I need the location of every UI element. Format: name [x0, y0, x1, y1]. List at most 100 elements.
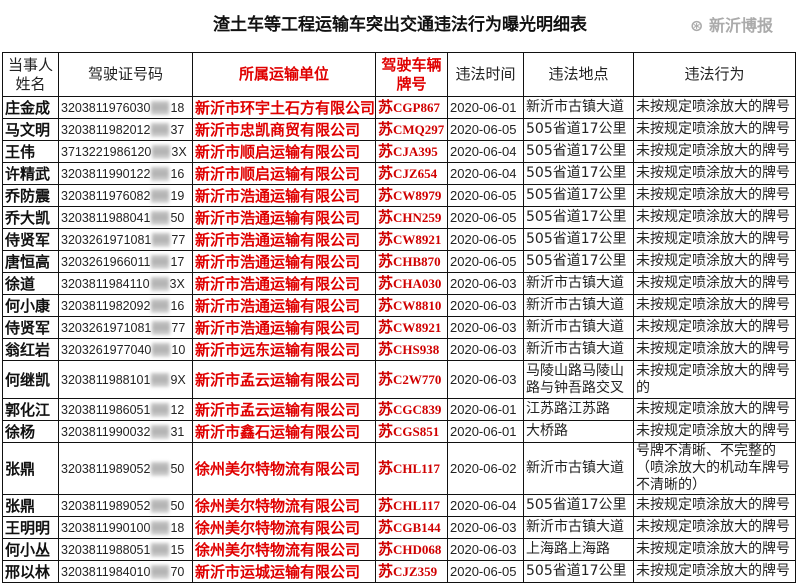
license-prefix: 3203261971081 [61, 232, 152, 247]
license-number: 3203811989052 50 [58, 494, 193, 517]
plate-code: CJA395 [393, 144, 438, 159]
violation-act: 未按规定喷涂放大的牌号 [633, 228, 796, 251]
license-suffix: 18 [170, 100, 185, 115]
violation-place: 新沂市古镇大道 [523, 272, 634, 295]
plate-number: 苏CHN259 [375, 206, 448, 229]
violation-place: 505省道17公里 [523, 118, 634, 141]
plate-number: 苏CGP867 [375, 96, 448, 119]
license-prefix: 3203811984010 [61, 564, 151, 579]
license-suffix: 31 [170, 424, 185, 439]
license-number: 3203261971081 77 [58, 316, 193, 339]
plate-code: CHN259 [393, 210, 442, 225]
license-number: 3203811988051 15 [58, 538, 193, 561]
license-suffix: 16 [170, 166, 185, 181]
violation-date: 2020-06-01 [447, 420, 524, 443]
table-row: 马文明 3203811982012 37 新沂市忠凯商贸有限公司 苏CMQ297 2020… [2, 118, 796, 141]
transport-unit: 徐州美尔特物流有限公司 [192, 538, 376, 561]
plate-code: CGB144 [393, 520, 441, 535]
license-prefix: 3203261966011 [61, 254, 151, 269]
table-row: 徐道 3203811984110 3X 新沂市浩通运输有限公司 苏CHA030 2020-… [2, 272, 796, 295]
license-suffix: 77 [171, 320, 186, 335]
person-name: 何小丛 [2, 538, 59, 561]
license-suffix: 16 [170, 298, 185, 313]
table-row: 何小丛 3203811988051 15 徐州美尔特物流有限公司 苏CHD068 2020… [2, 538, 796, 561]
violation-date: 2020-06-03 [447, 360, 524, 399]
plate-code: CW8810 [393, 298, 442, 313]
license-prefix: 3203811982092 [61, 298, 151, 313]
transport-unit: 新沂市浩通运输有限公司 [192, 228, 376, 251]
plate-province: 苏 [378, 142, 394, 160]
table-row: 郭化江 3203811986051 12 新沂市孟云运输有限公司 苏CGC839 2020… [2, 398, 796, 421]
transport-unit: 徐州美尔特物流有限公司 [192, 494, 376, 517]
table-row: 庄金成 3203811976030 18 新沂市环宇土石方有限公司 苏CGP867 202… [2, 96, 796, 119]
license-prefix: 3203811984110 [61, 276, 150, 291]
violation-date: 2020-06-04 [447, 494, 524, 517]
transport-unit: 徐州美尔特物流有限公司 [192, 516, 376, 539]
table-row: 唐恒高 3203261966011 17 新沂市浩通运输有限公司 苏CHB870 2020… [2, 250, 796, 273]
plate-province: 苏 [378, 296, 394, 314]
plate-number: 苏CW8921 [375, 316, 448, 339]
license-prefix: 3203261971081 [61, 320, 152, 335]
license-number: 3203811988041 50 [58, 206, 193, 229]
person-name: 徐道 [2, 272, 59, 295]
license-prefix: 3203811989052 [61, 498, 151, 513]
person-name: 翁红岩 [2, 338, 59, 361]
redacted-blur [151, 565, 170, 580]
license-suffix: 77 [171, 232, 186, 247]
transport-unit: 徐州美尔特物流有限公司 [192, 442, 376, 495]
plate-number: 苏CHL117 [375, 442, 448, 495]
plate-number: 苏CGC839 [375, 398, 448, 421]
transport-unit: 新沂市孟云运输有限公司 [192, 398, 376, 421]
redacted-blur [151, 462, 170, 477]
violation-place: 505省道17公里 [523, 162, 634, 185]
person-name: 侍贤军 [2, 316, 59, 339]
violation-place: 505省道17公里 [523, 250, 634, 273]
license-suffix: 37 [170, 122, 185, 137]
transport-unit: 新沂市浩通运输有限公司 [192, 206, 376, 229]
violation-place: 马陵山路马陵山路与钟吾路交叉 [523, 360, 634, 399]
violation-act: 未按规定喷涂放大的牌号 [633, 140, 796, 163]
license-number: 3203261966011 17 [58, 250, 193, 273]
license-suffix: 15 [170, 542, 185, 557]
transport-unit: 新沂市孟云运输有限公司 [192, 360, 376, 399]
redacted-blur [150, 277, 169, 292]
plate-number: 苏CJA395 [375, 140, 448, 163]
table-row: 王伟 3713221986120 3X 新沂市顺启运输有限公司 苏CJA395 2020-… [2, 140, 796, 163]
plate-province: 苏 [378, 370, 394, 388]
person-name: 乔防震 [2, 184, 59, 207]
license-number: 3713221986120 3X [58, 140, 193, 163]
violation-act: 未按规定喷涂放大的牌号 [633, 494, 796, 517]
table-row: 张鼎 3203811989052 50 徐州美尔特物流有限公司 苏CHL117 2020-… [2, 494, 796, 517]
violation-place: 505省道17公里 [523, 228, 634, 251]
transport-unit: 新沂市鑫石运输有限公司 [192, 420, 376, 443]
license-number: 3203811986051 12 [58, 398, 193, 421]
transport-unit: 新沂市运城运输有限公司 [192, 560, 376, 583]
plate-number: 苏CJZ654 [375, 162, 448, 185]
violation-date: 2020-06-03 [447, 516, 524, 539]
license-number: 3203811976082 19 [58, 184, 193, 207]
plate-province: 苏 [378, 340, 394, 358]
plate-number: 苏CHL117 [375, 494, 448, 517]
plate-code: CW8921 [393, 232, 442, 247]
license-prefix: 3203811988041 [61, 210, 151, 225]
violation-date: 2020-06-04 [447, 140, 524, 163]
license-suffix: 17 [170, 254, 185, 269]
violation-act: 未按规定喷涂放大的牌号 [633, 398, 796, 421]
person-name: 庄金成 [2, 96, 59, 119]
license-number: 3203811990100 18 [58, 516, 193, 539]
plate-province: 苏 [378, 318, 394, 336]
plate-code: CHD068 [393, 542, 442, 557]
redacted-blur [151, 543, 170, 558]
license-number: 3203811984110 3X [58, 272, 193, 295]
violation-date: 2020-06-03 [447, 272, 524, 295]
redacted-blur [151, 123, 170, 138]
person-name: 王明明 [2, 516, 59, 539]
header-act: 违法行为 [633, 52, 796, 97]
violation-act: 未按规定喷涂放大的牌号 [633, 560, 796, 583]
plate-number: 苏CHA030 [375, 272, 448, 295]
plate-code: CHS938 [393, 342, 440, 357]
violation-act: 未按规定喷涂放大的牌号 [633, 162, 796, 185]
license-prefix: 3203811976030 [61, 100, 151, 115]
plate-code: C2W770 [393, 372, 442, 387]
table-row: 翁红岩 3203261977040 10 新沂市远东运输有限公司 苏CHS938 2020… [2, 338, 796, 361]
